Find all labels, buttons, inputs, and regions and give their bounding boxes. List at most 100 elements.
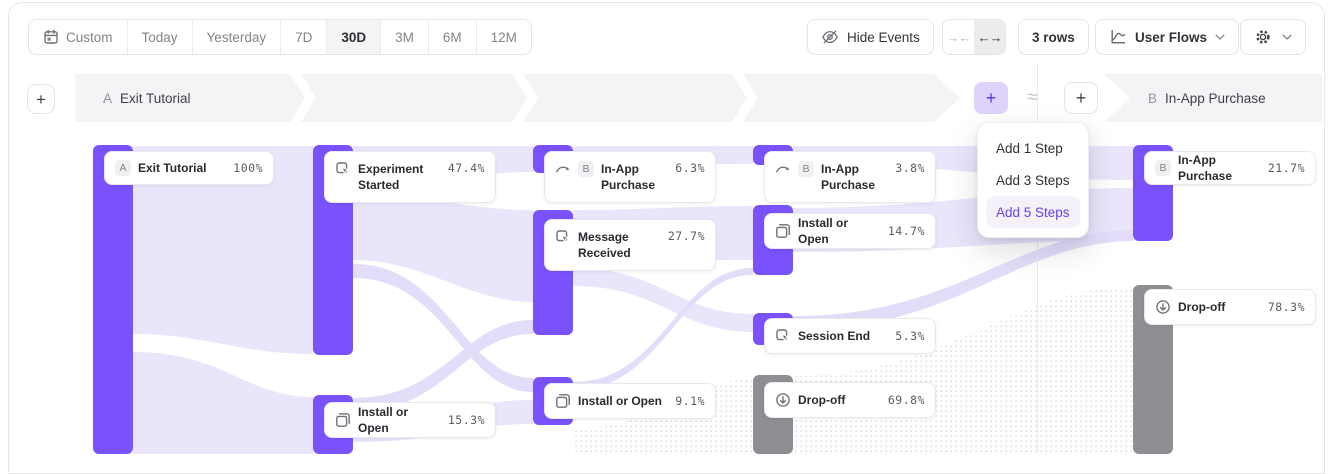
node-card-in-app-purchase-3-0[interactable]: B In-App Purchase 3.8% <box>764 151 936 203</box>
calendar-icon <box>43 29 59 45</box>
node-card-message-received-2-1[interactable]: Message Received 27.7% <box>544 219 716 271</box>
step-a-label: Exit Tutorial <box>120 90 191 106</box>
width-toggle: →← ←→ <box>942 19 1006 55</box>
copy-icon <box>775 223 791 239</box>
node-card-drop-off-4-1[interactable]: Drop-off 78.3% <box>1144 289 1316 325</box>
approx-steps-symbol: ≈ <box>1027 87 1038 108</box>
node-percent: 5.3% <box>895 329 925 343</box>
add-step-button[interactable]: + <box>1064 82 1098 114</box>
node-label: Install or Open <box>578 393 663 408</box>
banner-chevron-separator <box>512 74 538 122</box>
node-percent: 47.4% <box>447 161 485 175</box>
date-range-label: 7D <box>295 29 313 45</box>
letter-badge: B <box>578 161 594 177</box>
event-icon <box>555 229 571 245</box>
step-b-label-group: B In-App Purchase <box>1148 91 1266 106</box>
add-start-column-button[interactable]: + <box>27 84 55 114</box>
menu-item-add-1-step[interactable]: Add 1 Step <box>996 140 1063 156</box>
node-percent: 9.1% <box>675 394 705 408</box>
node-percent: 21.7% <box>1267 161 1305 175</box>
node-label: Exit Tutorial <box>138 160 207 175</box>
date-range-label: 3M <box>395 29 414 45</box>
chevron-down-icon <box>1282 34 1292 41</box>
date-range-label: 12M <box>490 29 517 45</box>
node-card-drop-off-3-3[interactable]: Drop-off 69.8% <box>764 382 936 418</box>
date-range-30d[interactable]: 30D <box>327 20 382 54</box>
copy-icon <box>335 412 351 428</box>
node-percent: 15.3% <box>447 413 485 427</box>
view-selector-label: User Flows <box>1135 29 1208 45</box>
banner-chevron-separator <box>290 74 316 122</box>
node-label: In-App Purchase <box>601 162 656 193</box>
date-range-7d[interactable]: 7D <box>281 20 328 54</box>
jump-icon <box>775 161 791 177</box>
view-selector-button[interactable]: User Flows <box>1095 19 1240 55</box>
gear-icon <box>1254 28 1272 46</box>
step-b-letter: B <box>1148 90 1158 106</box>
date-range-label: 30D <box>341 29 367 45</box>
chevron-down-icon <box>1215 34 1225 41</box>
node-label: Install or Open <box>358 404 409 435</box>
node-percent: 3.8% <box>895 161 925 175</box>
letter-badge: B <box>798 161 814 177</box>
node-label: Session End <box>798 328 871 343</box>
menu-item-add-5-steps[interactable]: Add 5 Steps <box>986 196 1080 228</box>
date-range-3m[interactable]: 3M <box>381 20 429 54</box>
hide-events-button[interactable]: Hide Events <box>807 19 934 55</box>
node-card-exit-tutorial-0-0[interactable]: A Exit Tutorial 100% <box>104 151 274 185</box>
node-card-install-or-open-2-2[interactable]: Install or Open 9.1% <box>544 383 716 419</box>
node-percent: 100% <box>233 161 263 175</box>
node-percent: 6.3% <box>675 161 705 175</box>
date-range-group: Custom Today Yesterday 7D 30D 3M 6M 12M <box>28 19 532 55</box>
node-label: Drop-off <box>1178 299 1226 314</box>
dropoff-icon <box>775 392 791 408</box>
step-b-label: In-App Purchase <box>1165 90 1266 106</box>
node-card-session-end-3-2[interactable]: Session End 5.3% <box>764 318 936 354</box>
step-a-label-group: A Exit Tutorial <box>103 91 191 106</box>
event-icon <box>775 328 791 344</box>
node-percent: 78.3% <box>1267 300 1305 314</box>
node-card-in-app-purchase-2-0[interactable]: B In-App Purchase 6.3% <box>544 151 716 203</box>
date-range-label: Today <box>141 29 178 45</box>
expand-width-button[interactable]: ←→ <box>974 20 1005 54</box>
node-card-experiment-started-1-0[interactable]: Experiment Started 47.4% <box>324 151 496 203</box>
toolbar: Custom Today Yesterday 7D 30D 3M 6M 12M Hide Ev… <box>0 0 1336 64</box>
step-banner-a[interactable]: A Exit Tutorial <box>75 74 960 122</box>
date-range-today[interactable]: Today <box>128 20 193 54</box>
date-range-label: Yesterday <box>206 29 267 45</box>
node-percent: 27.7% <box>667 229 705 243</box>
copy-icon <box>555 393 571 409</box>
date-range-label: 6M <box>442 29 462 45</box>
letter-badge: B <box>1155 160 1171 176</box>
node-percent: 14.7% <box>887 224 925 238</box>
collapse-width-button[interactable]: →← <box>946 29 972 45</box>
add-step-button-active[interactable]: + <box>974 82 1008 114</box>
jump-icon <box>555 161 571 177</box>
node-bar-exit-tutorial-0-0[interactable] <box>93 145 133 454</box>
letter-badge: A <box>115 160 131 176</box>
menu-item-add-3-steps[interactable]: Add 3 Steps <box>996 172 1070 188</box>
eye-off-icon <box>821 28 839 46</box>
node-label: In-App Purchase <box>821 162 876 193</box>
node-label: In-App Purchase <box>1178 152 1233 183</box>
banner-chevron-separator <box>732 74 758 122</box>
node-percent: 69.8% <box>887 393 925 407</box>
step-a-letter: A <box>103 90 113 106</box>
date-range-6m[interactable]: 6M <box>429 20 477 54</box>
node-label: Message Received <box>578 230 631 261</box>
settings-button[interactable] <box>1240 19 1306 55</box>
step-banner-b[interactable]: B In-App Purchase <box>1104 74 1322 122</box>
event-icon <box>335 161 351 177</box>
node-label: Drop-off <box>798 392 846 407</box>
date-range-12m[interactable]: 12M <box>477 20 531 54</box>
node-card-install-or-open-1-1[interactable]: Install or Open 15.3% <box>324 402 496 438</box>
date-range-yesterday[interactable]: Yesterday <box>193 20 282 54</box>
node-card-in-app-purchase-4-0[interactable]: B In-App Purchase 21.7% <box>1144 151 1316 185</box>
hide-events-label: Hide Events <box>847 29 920 45</box>
date-range-label: Custom <box>66 29 113 45</box>
add-steps-menu: Add 1 Step Add 3 Steps Add 5 Steps <box>977 122 1089 238</box>
rows-button[interactable]: 3 rows <box>1018 19 1089 55</box>
node-card-install-or-open-3-1[interactable]: Install or Open 14.7% <box>764 213 936 249</box>
date-range-custom[interactable]: Custom <box>29 20 128 54</box>
